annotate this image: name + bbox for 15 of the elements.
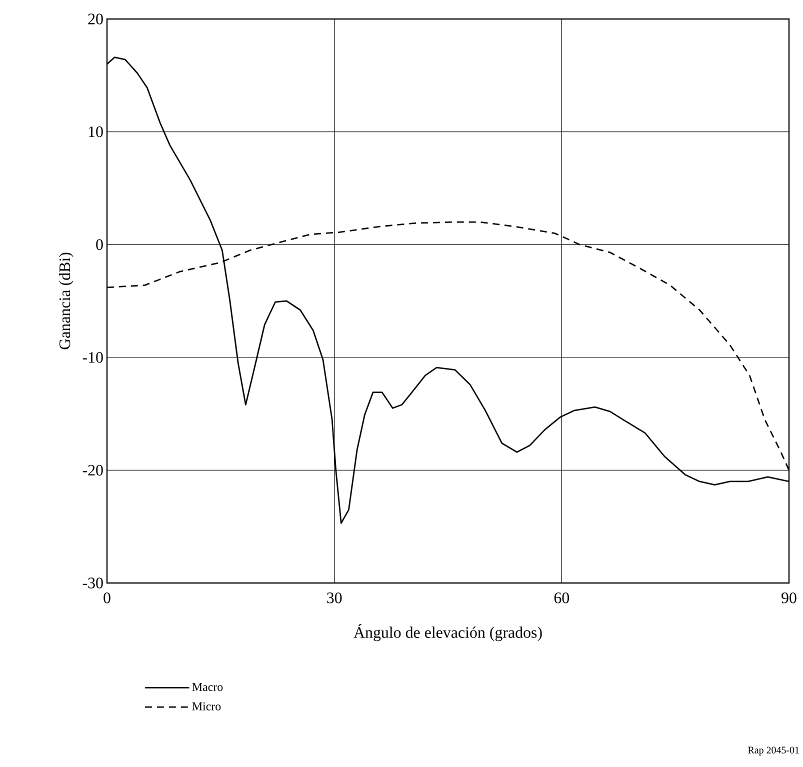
x-tick-label: 60 — [554, 592, 570, 604]
x-tick-label: 0 — [104, 592, 110, 604]
y-tick-label: 10 — [88, 126, 103, 138]
y-tick-label: 20 — [88, 14, 103, 24]
y-tick-label: -20 — [82, 464, 103, 476]
text: Rap 2045-01 — [748, 746, 799, 756]
y-tick-label: -10 — [82, 352, 103, 363]
x-axis-title: Ángulo de elevación (grados) — [354, 624, 542, 642]
legend-label: Macro — [192, 683, 223, 691]
x-tick-label: 90 — [782, 592, 796, 604]
y-axis-title: Ganancia (dBi) — [58, 252, 74, 350]
x-tick-label: 30 — [327, 592, 342, 604]
legend-label: Micro — [192, 702, 221, 710]
y-tick-label: -30 — [82, 578, 103, 588]
y-tick-label: 0 — [96, 239, 103, 250]
